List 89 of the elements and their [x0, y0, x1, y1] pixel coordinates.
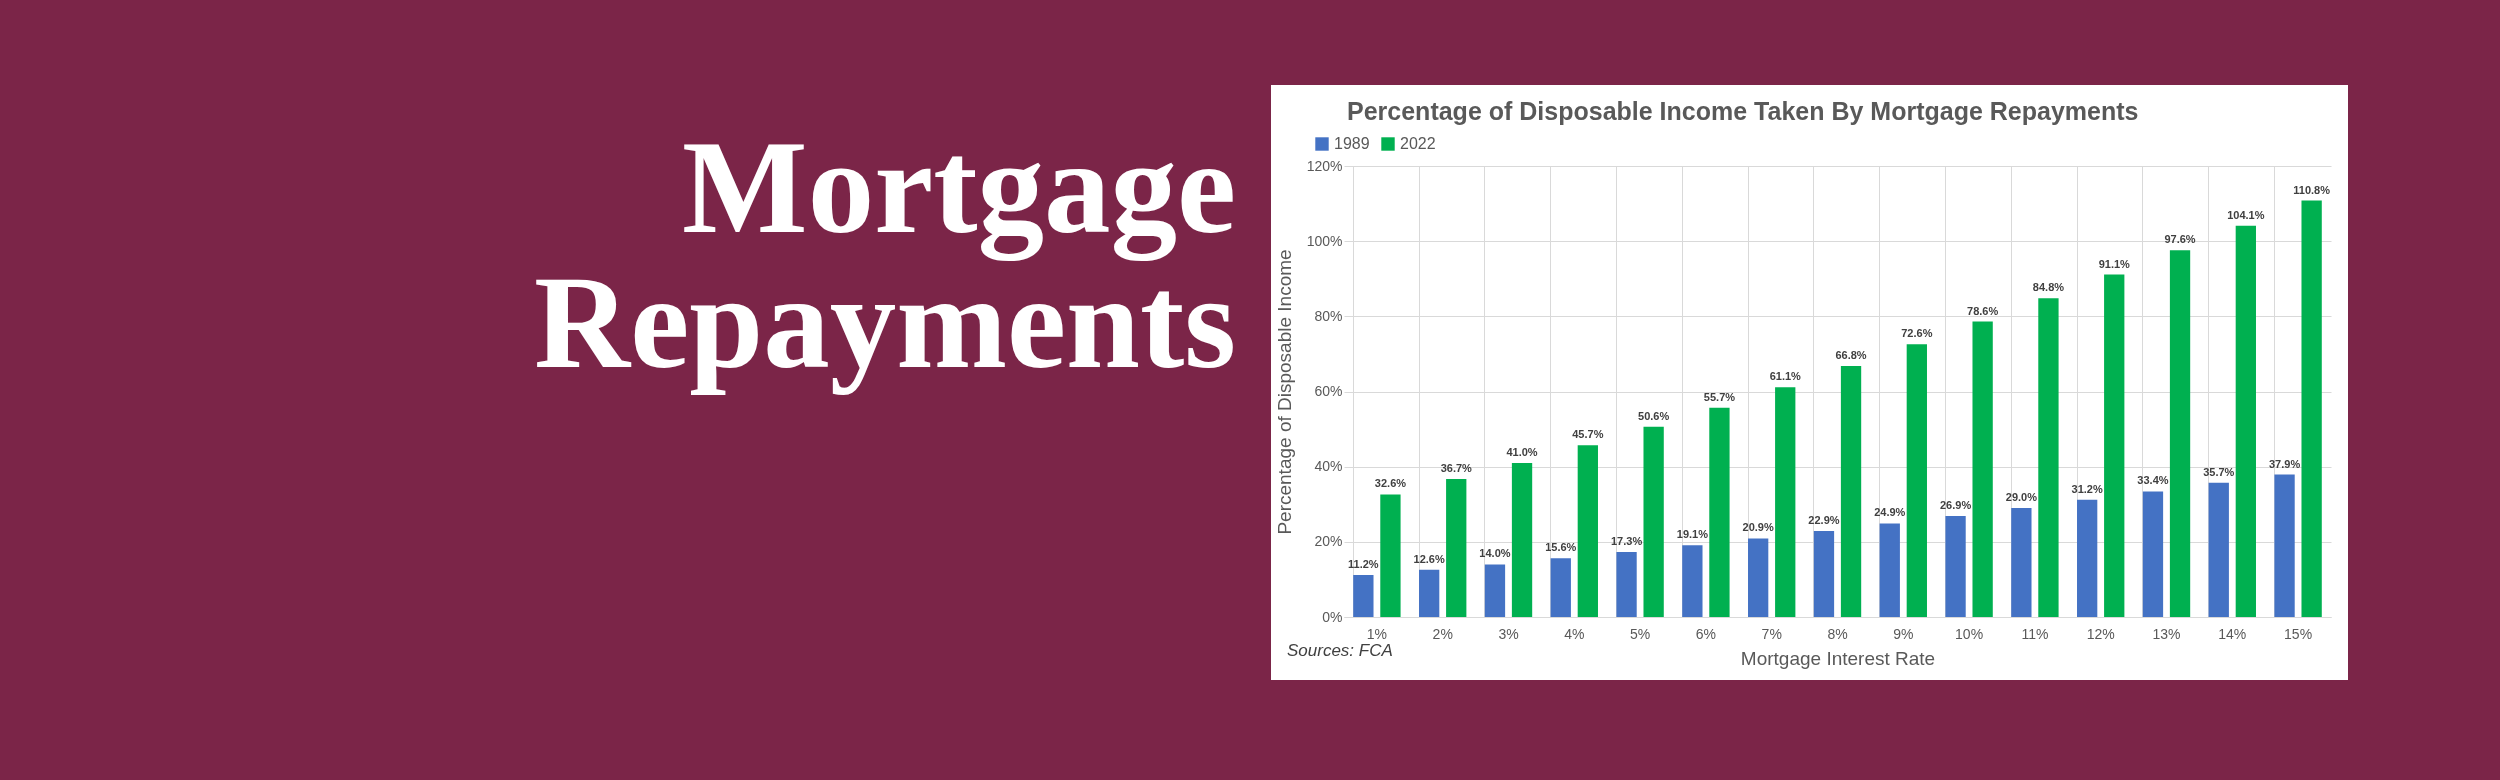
bar — [2169, 250, 2191, 617]
x-tick-label: 9% — [1893, 625, 1914, 642]
x-tick-label: 1% — [1366, 625, 1388, 642]
bar — [2142, 491, 2164, 617]
data-label: 41.0% — [1506, 445, 1538, 458]
data-label: 37.9% — [2268, 457, 2301, 470]
data-label: 14.0% — [1479, 547, 1511, 560]
bar — [1709, 407, 1730, 617]
bar — [2077, 499, 2098, 617]
data-label: 26.9% — [1939, 498, 1972, 511]
data-label: 66.8% — [1835, 348, 1867, 361]
x-tick-label: 11% — [2021, 625, 2049, 642]
data-label: 45.7% — [1572, 428, 1604, 441]
y-tick-label: 100% — [1306, 232, 1343, 249]
chart-subtitle: Percentage of Disposable Income Taken By Mortgage Repayments — [1347, 97, 2139, 126]
x-tick-label: 3% — [1498, 625, 1519, 642]
data-label: 17.3% — [1610, 534, 1643, 547]
bar — [2235, 225, 2256, 617]
x-axis-title: Mortgage Interest Rate — [1740, 647, 1936, 669]
y-tick-label: 20% — [1314, 533, 1343, 550]
legend-label: 2022 — [1400, 135, 1436, 152]
bar — [2011, 508, 2032, 617]
x-tick-label: 13% — [2152, 625, 2181, 642]
bar — [2208, 482, 2229, 617]
x-tick-label: 15% — [2284, 625, 2313, 642]
data-label: 104.1% — [2227, 208, 2265, 221]
bar — [2274, 474, 2295, 617]
bar — [1353, 574, 1374, 617]
legend-label: 1989 — [1334, 135, 1370, 152]
bar — [2038, 298, 2059, 617]
data-label: 84.8% — [2032, 281, 2065, 294]
x-tick-label: 10% — [1955, 625, 1984, 642]
y-tick-label: 60% — [1314, 383, 1343, 399]
x-tick-label: 6% — [1695, 625, 1717, 642]
data-label: 50.6% — [1638, 409, 1670, 422]
bar — [1813, 530, 1835, 617]
source-note: Sources: FCA — [1287, 641, 1393, 661]
data-label: 12.6% — [1413, 552, 1445, 565]
data-label: 31.2% — [2071, 482, 2103, 495]
bar — [2301, 200, 2322, 617]
bar — [1419, 569, 1440, 617]
data-label: 22.9% — [1808, 513, 1840, 526]
x-tick-label: 8% — [1827, 625, 1848, 642]
data-label: 78.6% — [1967, 304, 1999, 317]
x-tick-label: 7% — [1761, 625, 1782, 642]
bar — [1906, 344, 1927, 617]
data-label: 36.7% — [1440, 462, 1473, 475]
bar — [1484, 564, 1506, 617]
bar — [2104, 274, 2125, 617]
y-tick-label: 80% — [1314, 307, 1343, 324]
x-tick-label: 4% — [1564, 625, 1585, 642]
bar — [1380, 494, 1401, 617]
bar — [1577, 445, 1598, 617]
data-label: 11.2% — [1348, 557, 1379, 570]
data-label: 72.6% — [1901, 327, 1933, 340]
chart-title: Mortgage Repayments — [533, 113, 1236, 396]
bar — [1446, 479, 1467, 617]
bar — [1879, 523, 1900, 617]
bar — [1643, 426, 1664, 617]
data-label: 97.6% — [2164, 233, 2196, 246]
x-tick-label: 12% — [2086, 625, 2115, 642]
data-label: 91.1% — [2098, 257, 2131, 270]
bar — [1550, 558, 1571, 617]
bar — [1511, 462, 1533, 617]
y-tick-label: 0% — [1322, 608, 1343, 625]
bar — [1682, 545, 1703, 617]
data-label: 32.6% — [1374, 477, 1407, 490]
y-axis-title: Percentage of Disposable Income — [1273, 249, 1295, 535]
bar — [1775, 387, 1796, 617]
x-tick-label: 5% — [1629, 625, 1651, 642]
data-label: 35.7% — [2203, 465, 2235, 478]
bar — [1748, 538, 1769, 617]
data-label: 29.0% — [2005, 491, 2038, 504]
data-label: 55.7% — [1703, 390, 1736, 403]
bar — [1945, 515, 1966, 617]
bar — [1616, 551, 1637, 617]
data-label: 24.9% — [1874, 506, 1906, 519]
data-label: 110.8% — [2293, 183, 2331, 196]
data-label: 20.9% — [1742, 521, 1774, 534]
data-label: 15.6% — [1545, 541, 1577, 554]
bar — [1972, 321, 1993, 617]
data-label: 61.1% — [1769, 370, 1802, 383]
bar — [1840, 365, 1862, 617]
data-label: 19.1% — [1676, 528, 1709, 541]
y-tick-label: 40% — [1314, 458, 1343, 475]
x-tick-label: 14% — [2218, 625, 2247, 642]
data-label: 33.4% — [2137, 474, 2169, 487]
y-tick-label: 120% — [1306, 157, 1343, 174]
x-tick-label: 2% — [1432, 625, 1453, 642]
